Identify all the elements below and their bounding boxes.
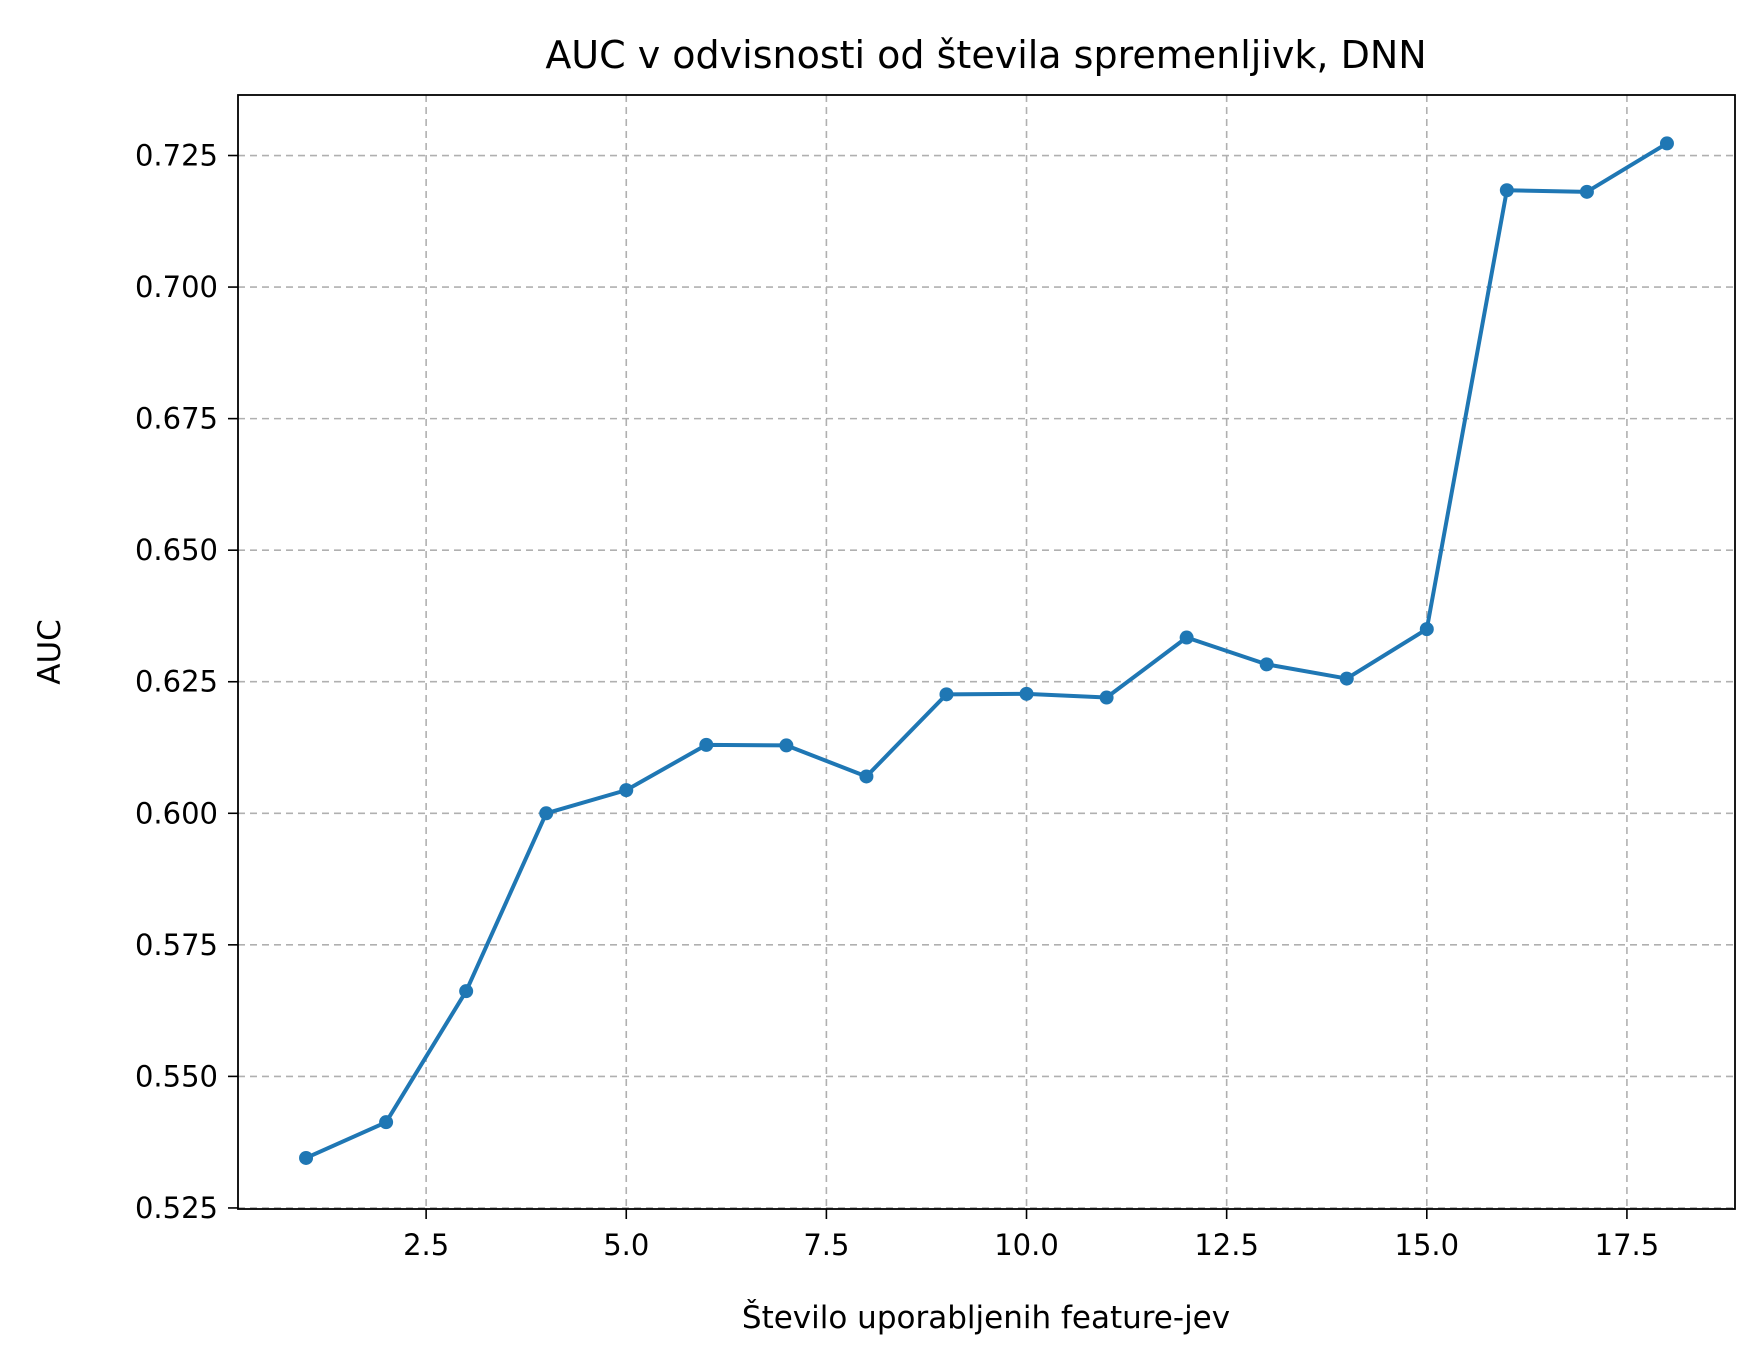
data-point (939, 687, 954, 702)
x-tick-label: 12.5 (1194, 1228, 1259, 1262)
data-point (1419, 622, 1434, 637)
data-point (539, 806, 554, 821)
data-point (459, 984, 474, 999)
x-tick-label: 15.0 (1395, 1228, 1460, 1262)
y-tick-label: 0.700 (135, 270, 218, 304)
plot-frame (237, 94, 1736, 1210)
x-tick-label: 17.5 (1595, 1228, 1660, 1262)
data-point (859, 769, 874, 784)
data-point (299, 1150, 314, 1165)
y-tick-label: 0.600 (135, 796, 218, 830)
data-point (379, 1115, 394, 1130)
data-point (1659, 136, 1674, 151)
y-tick-label: 0.725 (135, 139, 218, 173)
grid (238, 95, 1735, 1209)
y-tick-label: 0.525 (135, 1191, 218, 1225)
y-tick-label: 0.650 (135, 533, 218, 567)
x-tick-label: 2.5 (403, 1228, 449, 1262)
data-point (619, 783, 634, 798)
data-point (1099, 690, 1114, 705)
x-tick-label: 10.0 (994, 1228, 1059, 1262)
data-point (1339, 671, 1354, 686)
data-point (1579, 184, 1594, 199)
y-tick-label: 0.550 (135, 1059, 218, 1093)
data-point (1499, 183, 1514, 198)
x-axis-label: Število uporabljenih feature-jev (742, 1299, 1230, 1336)
ticks: 2.5 5.0 7.5 10.0 12.5 15.0 17.5 0.525 0.550 0.575… (135, 139, 1659, 1262)
y-tick-label: 0.575 (135, 928, 218, 962)
chart-title: AUC v odvisnosti od števila spremenljivk… (545, 33, 1426, 77)
y-tick-label: 0.625 (135, 665, 218, 699)
series-line (305, 141, 1668, 1160)
data-point (1259, 657, 1274, 672)
data-point (699, 737, 714, 752)
series-layer (299, 136, 1674, 1165)
data-point (1179, 630, 1194, 645)
data-point (779, 738, 794, 753)
y-tick-label: 0.675 (135, 402, 218, 436)
x-tick-label: 5.0 (603, 1228, 649, 1262)
data-point (1019, 686, 1034, 701)
x-tick-label: 7.5 (803, 1228, 849, 1262)
y-axis-label: AUC (32, 619, 68, 685)
